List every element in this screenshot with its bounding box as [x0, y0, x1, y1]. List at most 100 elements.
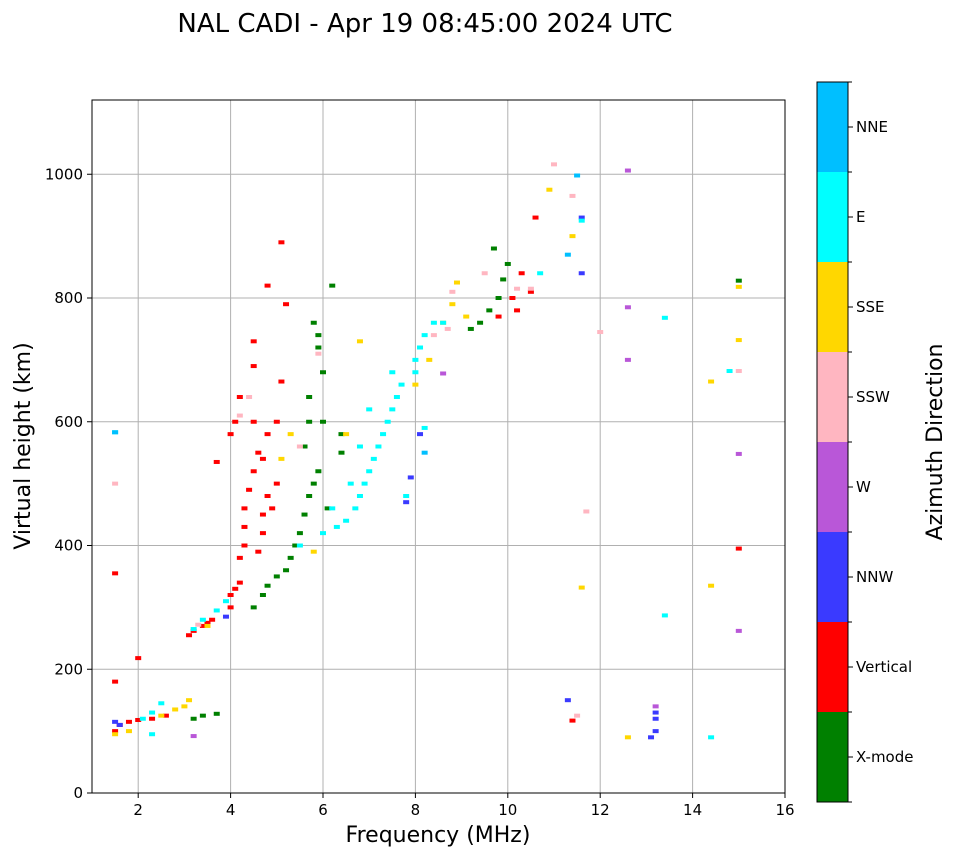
x-tick-label: 8: [411, 801, 421, 819]
data-point: [735, 628, 742, 633]
colorbar-segment: [817, 82, 848, 172]
data-point: [412, 382, 419, 387]
data-point: [204, 623, 211, 628]
data-point: [329, 506, 336, 511]
data-point: [139, 716, 146, 721]
data-point: [199, 623, 206, 628]
data-point: [546, 187, 553, 192]
data-point: [343, 432, 350, 437]
data-point: [250, 419, 257, 424]
data-point: [407, 475, 414, 480]
series-ssw: [112, 162, 742, 718]
colorbar-label: SSW: [856, 388, 890, 406]
data-point: [250, 339, 257, 344]
data-point: [222, 599, 229, 604]
data-point: [292, 543, 299, 548]
data-point: [430, 333, 437, 338]
data-point: [347, 481, 354, 486]
x-tick-label: 14: [683, 801, 702, 819]
series-w: [190, 168, 742, 739]
data-point: [199, 713, 206, 718]
data-point: [301, 512, 308, 517]
data-point: [195, 622, 202, 627]
data-point: [389, 407, 396, 412]
data-point: [532, 215, 539, 220]
x-tick-label: 10: [498, 801, 517, 819]
data-point: [624, 168, 631, 173]
data-point: [403, 500, 410, 505]
series-x-mode: [190, 246, 742, 721]
data-point: [222, 614, 229, 619]
data-point: [315, 351, 322, 356]
data-point: [444, 326, 451, 331]
data-point: [273, 574, 280, 579]
data-point: [652, 729, 659, 734]
data-point: [624, 735, 631, 740]
series-nne: [112, 173, 581, 455]
data-point: [246, 395, 253, 399]
data-point: [250, 364, 257, 369]
data-point: [158, 701, 165, 706]
data-point: [283, 568, 290, 573]
data-point: [213, 711, 220, 716]
colorbar-label: W: [856, 478, 871, 496]
data-point: [735, 369, 742, 374]
data-point: [569, 234, 576, 239]
data-point: [449, 302, 456, 307]
data-point: [255, 450, 262, 455]
data-point: [356, 494, 363, 498]
data-point: [652, 710, 659, 715]
data-point: [158, 713, 165, 718]
data-point: [726, 369, 733, 374]
data-point: [477, 320, 484, 325]
data-point: [112, 679, 119, 684]
data-point: [338, 432, 345, 437]
data-point: [518, 271, 525, 276]
data-point: [356, 339, 363, 344]
data-point: [162, 713, 169, 718]
data-point: [135, 656, 142, 661]
data-point: [735, 546, 742, 551]
colorbar-label: E: [856, 208, 865, 226]
data-point: [250, 469, 257, 474]
data-point: [112, 719, 119, 724]
y-tick-label: 800: [54, 289, 83, 307]
data-point: [495, 296, 502, 300]
data-point: [467, 326, 474, 331]
data-point: [296, 543, 303, 548]
data-point: [624, 357, 631, 362]
data-point: [514, 286, 521, 291]
data-point: [149, 716, 156, 721]
data-point: [370, 456, 377, 461]
data-point: [259, 593, 266, 597]
data-point: [509, 296, 516, 300]
data-point: [624, 305, 631, 310]
data-point: [578, 585, 585, 590]
data-point: [310, 549, 317, 554]
data-points: [112, 162, 742, 740]
data-point: [306, 395, 313, 399]
plot-frame: [91, 99, 786, 794]
data-point: [181, 704, 188, 709]
data-point: [125, 729, 132, 734]
colorbar-segment: [817, 442, 848, 532]
data-point: [417, 432, 424, 437]
data-point: [190, 627, 197, 632]
data-point: [490, 246, 497, 251]
data-point: [135, 717, 142, 722]
data-point: [259, 531, 266, 536]
data-point: [296, 444, 303, 449]
data-point: [227, 605, 234, 610]
data-point: [287, 432, 294, 437]
data-point: [463, 314, 470, 319]
data-point: [315, 469, 322, 474]
data-point: [597, 330, 604, 335]
data-point: [283, 302, 290, 307]
data-point: [574, 173, 581, 178]
data-point: [236, 580, 243, 585]
x-axis-label: Frequency (MHz): [346, 823, 531, 848]
data-point: [273, 419, 280, 424]
data-point: [112, 729, 119, 734]
data-point: [564, 698, 571, 703]
